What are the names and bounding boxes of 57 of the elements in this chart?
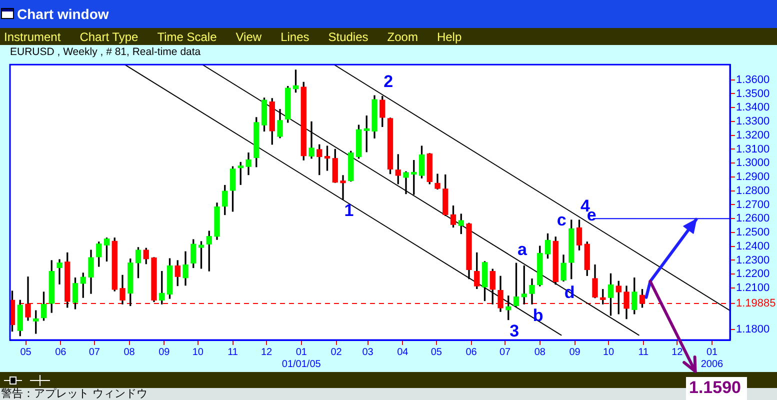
- text: 1.1590: [686, 377, 747, 400]
- text: Lines: [280, 30, 310, 44]
- text: View: [236, 30, 262, 44]
- x-tick-label: 06: [466, 346, 478, 358]
- annotation: a: [518, 240, 528, 259]
- x-tick-label: 10: [602, 346, 614, 358]
- y-tick-label: 1.3000: [736, 157, 770, 170]
- text: Studies: [328, 30, 368, 44]
- text: Instrument: [4, 30, 61, 44]
- annotation: c: [556, 210, 566, 230]
- y-tick-label: 1.2200: [736, 268, 770, 280]
- x-tick-label: 10: [192, 346, 204, 358]
- annotation: b: [532, 306, 544, 325]
- x-tick-label: 12: [260, 346, 272, 358]
- y-tick-label: 1.3400: [736, 102, 770, 114]
- x-tick-label: 07: [88, 346, 100, 358]
- x-tick-label: 11: [638, 346, 649, 358]
- annotation: 1: [344, 201, 354, 220]
- x-tick-label: 05: [20, 346, 32, 358]
- x-tick-label: 08: [534, 346, 546, 358]
- y-tick-label: 1.2600: [736, 212, 770, 225]
- ref-line-label: 1.19885: [736, 297, 776, 310]
- annotation: 3: [510, 321, 520, 340]
- y-tick-label: 1.2300: [736, 254, 770, 266]
- x-tick-label: 01 2006: [700, 346, 724, 370]
- y-tick-label: 1.2400: [736, 240, 770, 252]
- y-tick-label: 1.3600: [736, 74, 770, 86]
- y-tick-label: 1.3100: [736, 143, 770, 156]
- y-tick-label: 1.2500: [736, 226, 770, 239]
- y-tick-label: 1.1800: [736, 324, 770, 336]
- x-tick-label: 03: [362, 346, 374, 358]
- x-tick-label: 01 01/01/05: [282, 346, 322, 370]
- y-tick-label: 1.2100: [736, 282, 770, 294]
- text: Chart Type: [80, 30, 138, 44]
- text: Help: [436, 30, 462, 44]
- y-tick-label: 1.3500: [736, 88, 770, 100]
- x-tick-label: 02: [330, 346, 342, 358]
- y-tick-label: 1.2900: [736, 171, 770, 184]
- x-tick-label: 09: [158, 346, 170, 358]
- text: 警告：アプレット ウィンドウ: [1, 387, 148, 400]
- text: Time Scale: [157, 30, 217, 44]
- x-tick-label: 07: [499, 346, 511, 358]
- y-tick-label: 1.3200: [736, 129, 770, 142]
- chart-title: EURUSD , Weekly , # 81, Real-time data: [10, 46, 201, 58]
- x-tick-label: 08: [124, 346, 136, 358]
- text: Zoom: [387, 30, 418, 44]
- x-tick-label: 09: [569, 346, 581, 358]
- annotation: 2: [384, 72, 394, 92]
- y-tick-label: 1.2700: [736, 198, 770, 211]
- x-tick-label: 12: [672, 346, 684, 358]
- x-tick-label: 11: [228, 346, 238, 358]
- x-tick-label: 06: [55, 346, 67, 358]
- x-tick-label: 04: [397, 346, 409, 358]
- text: Chart window: [17, 6, 109, 22]
- y-tick-label: 1.3300: [736, 116, 770, 128]
- x-tick-label: 05: [430, 346, 442, 358]
- y-tick-label: 1.2800: [736, 184, 770, 197]
